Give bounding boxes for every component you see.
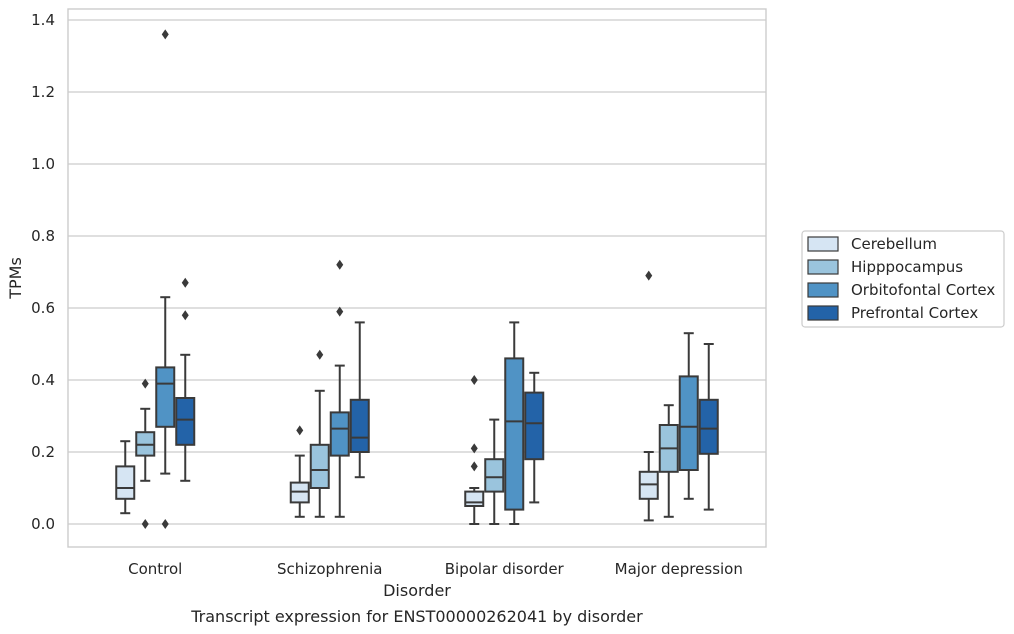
x-axis-label: Disorder [383, 581, 451, 600]
box-cerebellum [289, 425, 310, 518]
y-axis-ticks: 0.0 0.2 0.4 0.6 0.8 1.0 1.2 1.4 [31, 11, 55, 533]
y-tick-label: 0.4 [31, 371, 55, 389]
outlier-point [181, 277, 189, 288]
box-hipppocampus [135, 378, 156, 529]
box-series [115, 29, 719, 529]
outlier-point [141, 519, 149, 529]
box-hipppocampus [309, 349, 330, 518]
outlier-point [336, 259, 344, 270]
outlier-point [470, 375, 478, 385]
box-cerebellum [464, 375, 485, 525]
legend-label: Prefrontal Cortex [851, 304, 978, 322]
box-prefrontal-cortex [698, 343, 719, 511]
box-iqr [175, 397, 196, 446]
legend-swatch [807, 259, 839, 275]
box-orbitofontal-cortex [678, 332, 699, 500]
outlier-point [470, 461, 478, 472]
outlier-point [645, 270, 653, 281]
box-iqr [349, 398, 370, 453]
outlier-point [336, 306, 344, 317]
box-iqr [698, 398, 719, 455]
legend-frame [801, 230, 1005, 328]
box-orbitofontal-cortex [155, 29, 176, 529]
x-tick-label: Schizophrenia [277, 560, 382, 578]
y-tick-label: 0.8 [31, 227, 55, 245]
chart-caption: Transcript expression for ENST0000026204… [190, 607, 643, 626]
legend-swatch [807, 305, 839, 321]
outlier-point [161, 29, 169, 40]
x-axis-ticks: Control Schizophrenia Bipolar disorder Majo… [128, 560, 743, 578]
outlier-point [470, 443, 478, 454]
box-prefrontal-cortex [524, 371, 545, 504]
box-hipppocampus [658, 404, 679, 518]
outlier-point [141, 378, 149, 389]
box-prefrontal-cortex [349, 321, 370, 479]
box-orbitofontal-cortex [504, 321, 525, 525]
box-iqr [115, 465, 136, 500]
box-iqr [329, 411, 350, 457]
y-tick-label: 0.0 [31, 515, 55, 533]
box-iqr [155, 366, 176, 428]
outlier-point [181, 310, 189, 321]
y-axis-label: TPMs [6, 257, 25, 300]
y-tick-label: 1.0 [31, 155, 55, 173]
legend-label: Cerebellum [851, 235, 937, 253]
box-orbitofontal-cortex [329, 259, 350, 518]
x-tick-label: Control [128, 560, 182, 578]
box-cerebellum [638, 270, 659, 522]
box-iqr [678, 375, 699, 471]
box-cerebellum [115, 440, 136, 515]
y-tick-label: 1.4 [31, 11, 55, 29]
legend-label: Orbitofontal Cortex [851, 281, 995, 299]
box-iqr [309, 443, 330, 489]
x-tick-label: Major depression [615, 560, 743, 578]
legend: Cerebellum Hipppocampus Orbitofontal Corte… [801, 230, 1005, 328]
x-tick-label: Bipolar disorder [445, 560, 565, 578]
legend-label: Hipppocampus [851, 258, 963, 276]
y-tick-label: 1.2 [31, 83, 55, 101]
box-prefrontal-cortex [175, 277, 196, 482]
box-iqr [504, 357, 525, 511]
y-tick-label: 0.6 [31, 299, 55, 317]
box-hipppocampus [484, 418, 505, 525]
outlier-point [316, 349, 324, 360]
legend-swatch [807, 236, 839, 252]
outlier-point [161, 519, 169, 529]
box-iqr [484, 458, 505, 493]
legend-swatch [807, 282, 839, 298]
outlier-point [296, 425, 304, 436]
box-iqr [464, 490, 485, 508]
box-iqr [524, 391, 545, 461]
y-tick-label: 0.2 [31, 443, 55, 461]
